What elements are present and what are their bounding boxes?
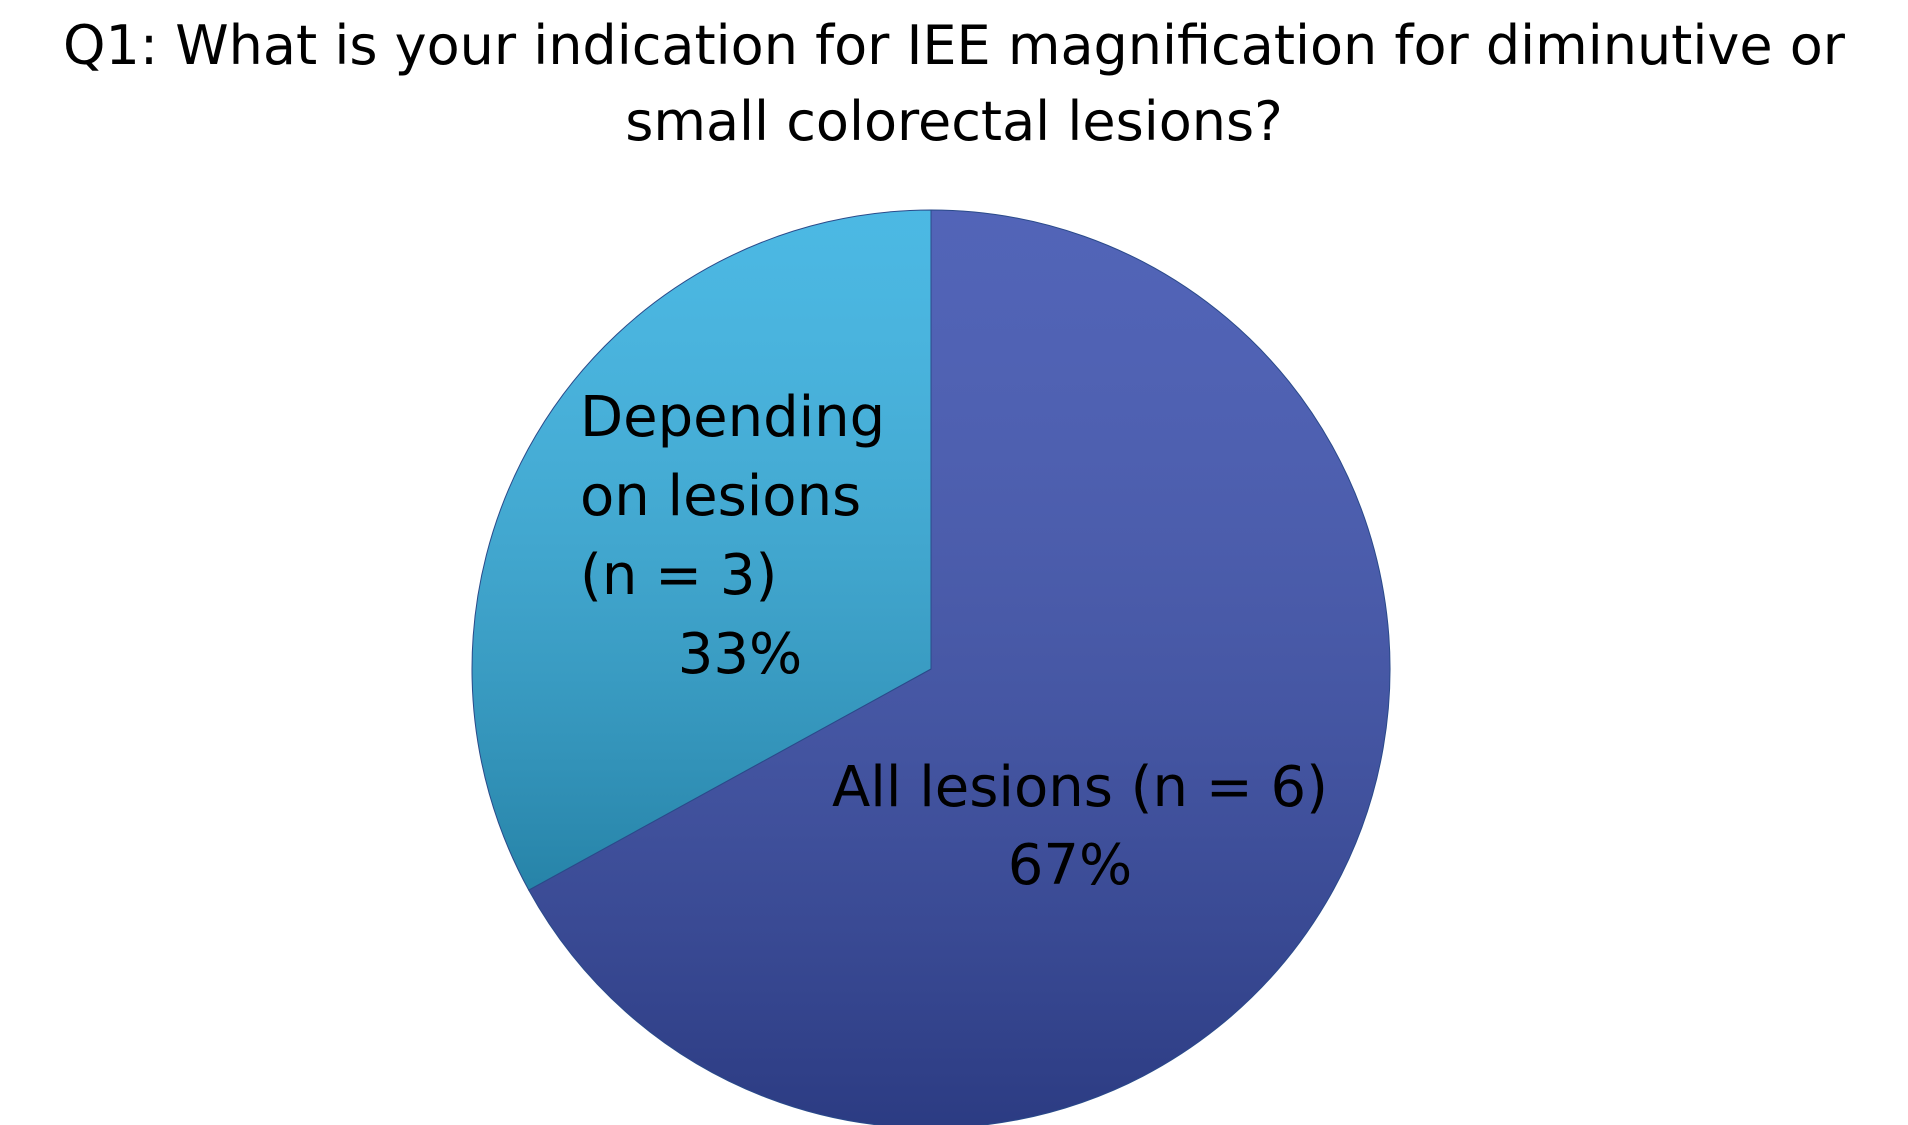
slice-label: All lesions (n = 6): [831, 755, 1329, 820]
chart-title: Q1: What is your indication for IEE magn…: [63, 14, 1845, 153]
slice-value-label: 67%: [1007, 833, 1133, 898]
slice-shade: [528, 209, 1391, 1125]
slice-label: Depending on lesions (n = 3): [580, 385, 886, 608]
slice-value-label: 33%: [677, 622, 803, 687]
slice-shade: [471, 209, 932, 891]
pie: [471, 209, 1391, 1125]
